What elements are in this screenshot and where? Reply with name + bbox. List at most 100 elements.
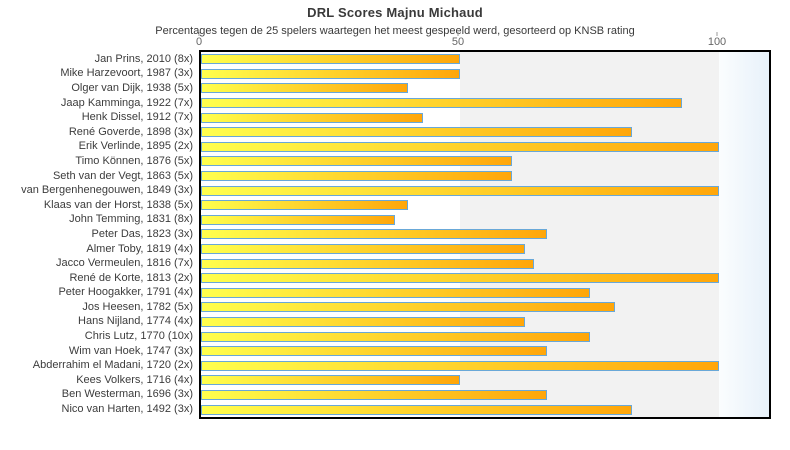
y-axis-label-row: Peter Hoogakker, 1791 (4x) (0, 286, 193, 301)
y-axis-label-row: Peter Das, 1823 (3x) (0, 227, 194, 242)
x-tick-label: 0 (195, 36, 203, 48)
bar-row (201, 169, 769, 184)
y-axis-label-row: Erik Verlinde, 1895 (2x) (0, 140, 193, 155)
bar-row (201, 125, 769, 140)
y-axis-label-row: Klaas van der Horst, 1838 (5x) (0, 198, 193, 213)
bar-row (201, 315, 769, 330)
y-axis-label-row: Kees Volkers, 1716 (4x) (0, 373, 193, 388)
x-tick-label: 50 (451, 36, 465, 48)
y-axis-label: Wim van Hoek, 1747 (3x) (68, 344, 193, 357)
plot-area (199, 50, 771, 419)
y-axis-label: Timo Können, 1876 (5x) (75, 154, 193, 167)
bar-row (201, 198, 769, 213)
y-axis-label-row: Almer Toby, 1819 (4x) (0, 242, 193, 257)
bar-row (201, 81, 769, 96)
y-axis-label-row: Wim van Hoek, 1747 (3x) (0, 344, 193, 359)
bar (201, 258, 535, 269)
y-axis-label: Abderrahim el Madani, 1720 (2x) (32, 359, 193, 372)
bar-row (201, 286, 769, 301)
bar (201, 244, 525, 255)
y-axis-label-row: Hans Nijland, 1774 (4x) (0, 315, 193, 330)
y-axis-label-row: John Temming, 1831 (8x) (0, 213, 193, 228)
bar (201, 112, 424, 123)
bar-row (201, 183, 769, 198)
y-axis-label-row: Mike Harzevoort, 1987 (3x) (0, 67, 193, 82)
y-axis-label-row: Nico van Harten, 1492 (3x) (0, 402, 193, 417)
y-axis-label-row: Seth van der Vegt, 1863 (5x) (0, 169, 193, 184)
y-axis-labels: Jan Prins, 2010 (8x) Mike Harzevoort, 198… (0, 52, 193, 417)
y-axis-label: Hans Nijland, 1774 (4x) (78, 315, 193, 328)
bar (201, 185, 719, 196)
y-axis-label-row: Jos Heesen, 1782 (5x) (0, 300, 193, 315)
y-axis-label-row: Jacco Vermeulen, 1816 (7x) (0, 256, 193, 271)
y-axis-label: Olger van Dijk, 1938 (5x) (71, 81, 193, 94)
bar-row (201, 96, 769, 111)
bar-row (201, 140, 769, 155)
bars-container (201, 52, 769, 417)
x-tick-mark (457, 32, 459, 36)
bar (201, 346, 547, 357)
bar (201, 156, 512, 167)
x-tick-mark (198, 32, 200, 36)
bar (201, 389, 547, 400)
y-axis-label-row: Chris Lutz, 1770 (10x) (0, 329, 193, 344)
y-axis-label: René Goverde, 1898 (3x) (68, 125, 193, 138)
bar (201, 273, 719, 284)
x-tick-label: 100 (707, 36, 727, 48)
x-axis-ticks: 0 50 100 (0, 32, 790, 50)
bar-row (201, 67, 769, 82)
bar-row (201, 358, 769, 373)
bar (201, 302, 616, 313)
bar (201, 360, 719, 371)
bar (201, 200, 409, 211)
bar-row (201, 110, 769, 125)
bar-row (201, 373, 769, 388)
chart-subtitle: Percentages tegen de 25 spelers waartege… (155, 25, 635, 37)
bar-row (201, 242, 769, 257)
y-axis-label-row: Olger van Dijk, 1938 (5x) (0, 81, 193, 96)
chart-title: DRL Scores Majnu Michaud (307, 5, 483, 20)
y-axis-label: Jaap Kamminga, 1922 (7x) (60, 96, 193, 109)
y-axis-label: Klaas van der Horst, 1838 (5x) (43, 198, 193, 211)
bar-row (201, 329, 769, 344)
y-axis-label: Kees Volkers, 1716 (4x) (76, 373, 193, 386)
bar-row (201, 388, 769, 403)
bar (201, 214, 396, 225)
bar-row (201, 154, 769, 169)
bar (201, 229, 547, 240)
y-axis-label-row: René Goverde, 1898 (3x) (0, 125, 193, 140)
bar (201, 331, 590, 342)
bar (201, 171, 512, 182)
y-axis-label: Mike Harzevoort, 1987 (3x) (60, 67, 193, 80)
bar-row (201, 402, 769, 417)
bar (201, 68, 460, 79)
x-tick-mark (716, 32, 718, 36)
y-axis-label-row: René de Korte, 1813 (2x) (0, 271, 193, 286)
bar (201, 127, 633, 138)
y-axis-label: Ben Westerman, 1696 (3x) (61, 388, 193, 401)
y-axis-label: John Temming, 1831 (8x) (69, 213, 193, 226)
bar-row (201, 300, 769, 315)
y-axis-label: Jan Prins, 2010 (8x) (94, 52, 193, 65)
bar (201, 404, 633, 415)
bar (201, 316, 525, 327)
y-axis-label-row: Timo Können, 1876 (5x) (0, 154, 193, 169)
bar (201, 83, 409, 94)
bar (201, 54, 460, 65)
y-axis-label-row: Jaap Kamminga, 1922 (7x) (0, 96, 193, 111)
bar (201, 98, 683, 109)
bar-row (201, 227, 769, 242)
y-axis-label: René de Korte, 1813 (2x) (69, 271, 193, 284)
bar-row (201, 256, 769, 271)
y-axis-label: van Bergenhenegouwen, 1849 (3x) (21, 184, 193, 197)
y-axis-label: Jos Heesen, 1782 (5x) (82, 300, 193, 313)
y-axis-label: Nico van Harten, 1492 (3x) (61, 403, 193, 416)
bar-row (201, 213, 769, 228)
y-axis-label-row: Abderrahim el Madani, 1720 (2x) (0, 358, 193, 373)
y-axis-label: Peter Hoogakker, 1791 (4x) (58, 286, 193, 299)
bar (201, 375, 460, 386)
bar-row (201, 52, 769, 67)
bar (201, 141, 719, 152)
y-axis-label-row: van Bergenhenegouwen, 1849 (3x) (0, 183, 193, 198)
